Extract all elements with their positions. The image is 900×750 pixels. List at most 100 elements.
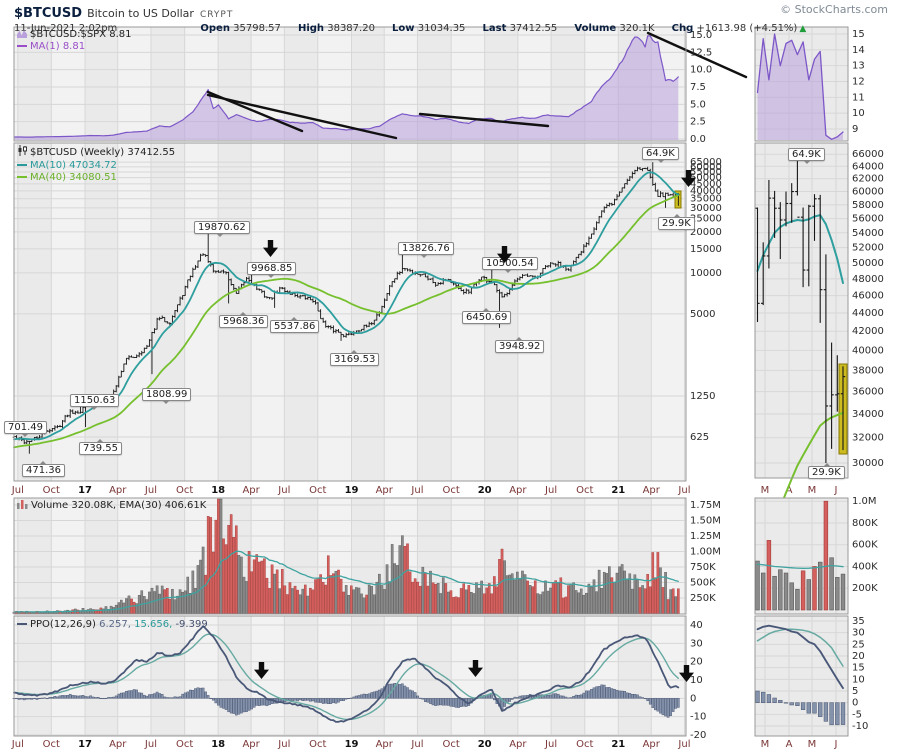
axis-label: Jul [410, 739, 423, 750]
bar-chart-icon [17, 500, 28, 513]
axis-label: 5 [852, 686, 858, 697]
ticker-symbol: $BTCUSD [14, 6, 83, 21]
axis-label: Apr [643, 485, 661, 496]
ratio-y-axis: 15.0 12.5 10.0 7.5 5.0 2.5 0.0 [690, 30, 712, 145]
price-y-axis: 6500060000550005000045000400003500030000… [690, 157, 722, 443]
axis-label: 30 [852, 628, 865, 639]
axis-label: 45000 [690, 179, 722, 190]
axis-label: 17 [78, 739, 92, 750]
x-axis: Jul Oct 17 Apr Jul Oct 18 Apr Jul Oct 19 Apr Jul Oct 2… [11, 485, 838, 750]
series-line [756, 624, 844, 690]
axis-label: 5.0 [690, 99, 706, 110]
axis-label: 600K [852, 540, 878, 551]
trendline-annotation [418, 112, 550, 128]
axis-label: 5000 [690, 309, 715, 320]
chart-header: $BTCUSD Bitcoin to US Dollar CRYPT [14, 2, 233, 21]
axis-label: 62000 [852, 174, 884, 185]
axis-label: 21 [611, 485, 625, 496]
axis-label: 1.25M [690, 531, 721, 542]
axis-label: 14 [852, 45, 865, 56]
trendline-annotation [646, 31, 748, 79]
axis-label: Oct [43, 739, 60, 750]
axis-label: Apr [109, 739, 127, 750]
quote-volume: Volume 320.1K [574, 23, 655, 34]
price-annotation: 701.49 [4, 421, 47, 437]
axis-label: 200K [852, 583, 878, 594]
axis-label: Oct [309, 739, 326, 750]
volume-bars [12, 498, 680, 614]
panel-border [754, 497, 849, 615]
axis-label: 30 [690, 638, 703, 649]
price-annotation: 3169.53 [330, 350, 380, 366]
axis-label: 15 [852, 29, 865, 40]
axis-label: 625 [690, 432, 709, 443]
axis-label: 20 [690, 657, 703, 668]
axis-label: -10 [690, 712, 706, 723]
axis-label: 800K [852, 518, 878, 529]
series-line [756, 628, 844, 667]
axis-label: Apr [643, 739, 661, 750]
axis-label: Jul [277, 739, 290, 750]
axis-label: M [808, 739, 817, 750]
trendline-annotation [206, 93, 398, 140]
axis-label: Jul [677, 739, 690, 750]
quote-change: Chg +1613.98 (+4.51%) ▲ [671, 23, 807, 34]
axis-label: Apr [242, 485, 260, 496]
axis-label: Apr [242, 739, 260, 750]
axis-label: Apr [109, 485, 127, 496]
axis-label: 17 [78, 485, 92, 496]
axis-label: Jul [11, 485, 24, 496]
axis-label: Jul [144, 485, 157, 496]
volume-panel [12, 497, 687, 615]
quote-row: 11-Jun-2021 2:02pm Open 35798.57 High 38… [14, 16, 806, 34]
axis-label: 10 [852, 674, 865, 685]
axis-label: 15 [852, 663, 865, 674]
panel-border [754, 142, 849, 479]
axis-label: 44000 [852, 308, 884, 319]
price-annotation: 1808.99 [142, 388, 192, 404]
axis-label: Oct [176, 485, 193, 496]
axis-label: 21 [611, 739, 625, 750]
candlestick-icon [17, 145, 27, 160]
axis-label: 500K [690, 578, 716, 589]
axis-label: 20000 [690, 227, 722, 238]
axis-label: 1.0M [852, 496, 877, 507]
axis-label: 7.5 [690, 82, 706, 93]
mini-price-panel [754, 142, 849, 577]
axis-label: 35000 [690, 194, 722, 205]
series-line [13, 625, 680, 723]
axis-label: Jul [677, 485, 690, 496]
axis-label: 34000 [852, 409, 884, 420]
price-annotation: 9968.85 [247, 262, 297, 278]
axis-label: 55000 [690, 167, 722, 178]
axis-label: Jul [410, 485, 423, 496]
area-chart-icon [17, 30, 27, 38]
price-legend-symbol: $BTCUSD (Weekly) 37412.55 [17, 145, 175, 160]
mini-volume-panel [754, 497, 849, 615]
axis-label: 19 [345, 485, 359, 496]
ratio-legend-symbol: $BTCUSD:$SPX 8.81 [17, 29, 132, 41]
axis-label: 50000 [852, 258, 884, 269]
ppo-histogram [12, 683, 680, 718]
quote-open: Open 35798.57 [200, 23, 281, 34]
price-annotation: 3948.92 [495, 337, 545, 353]
price-annotation: 13826.76 [398, 242, 454, 258]
axis-label: Jul [277, 485, 290, 496]
axis-label: 46000 [852, 291, 884, 302]
axis-label: 64000 [852, 161, 884, 172]
series-line [13, 35, 679, 138]
axis-label: 0 [690, 693, 696, 704]
axis-label: 10000 [690, 268, 722, 279]
axis-label: 60000 [690, 162, 722, 173]
panel-border [13, 26, 687, 142]
quote-datetime: 11-Jun-2021 2:02pm [14, 23, 118, 34]
axis-label: 0 [852, 698, 858, 709]
axis-label: 12 [852, 76, 865, 87]
axis-label: Oct [176, 739, 193, 750]
axis-label: 9 [852, 124, 858, 135]
axis-label: 25000 [690, 214, 722, 225]
axis-label: 10.0 [690, 65, 712, 76]
series-line [756, 214, 844, 284]
